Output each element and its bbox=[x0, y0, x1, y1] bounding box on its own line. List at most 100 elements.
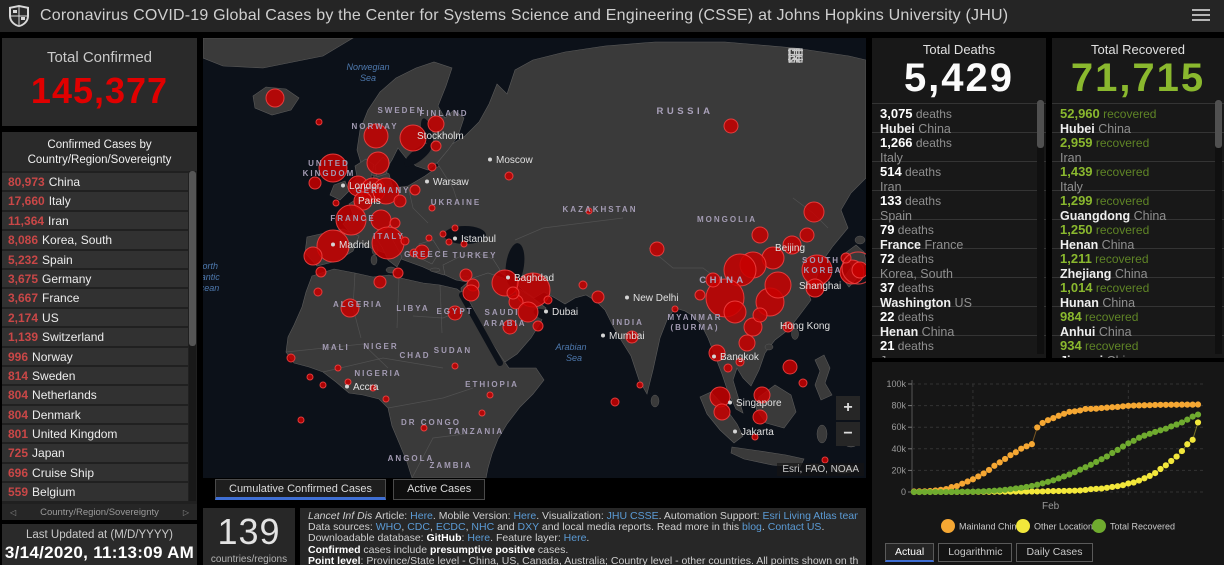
data-point[interactable] bbox=[1114, 403, 1121, 410]
case-bubble[interactable] bbox=[636, 381, 644, 389]
basemap-grid-icon[interactable] bbox=[788, 48, 854, 64]
confirmed-row[interactable]: 8,086 Korea, South bbox=[2, 231, 188, 249]
link[interactable]: Contact US bbox=[767, 522, 822, 534]
case-bubble[interactable] bbox=[340, 298, 360, 318]
case-bubble[interactable] bbox=[414, 244, 430, 260]
case-bubble[interactable] bbox=[430, 140, 442, 152]
tab-actual[interactable]: Actual bbox=[885, 543, 935, 562]
data-point[interactable] bbox=[932, 488, 939, 496]
deaths-rows-row[interactable]: 3,075 deaths Hubei China bbox=[872, 103, 1046, 136]
data-point[interactable] bbox=[1060, 487, 1068, 495]
case-bubble[interactable] bbox=[502, 319, 518, 335]
data-point[interactable] bbox=[1001, 455, 1009, 463]
case-bubble[interactable] bbox=[625, 330, 639, 344]
data-point[interactable] bbox=[1125, 480, 1132, 487]
data-point[interactable] bbox=[921, 488, 928, 496]
data-point[interactable] bbox=[1034, 488, 1041, 495]
case-bubble[interactable] bbox=[306, 373, 314, 381]
link[interactable]: Esri Living Atlas team bbox=[762, 511, 859, 522]
data-point[interactable] bbox=[1039, 480, 1046, 487]
data-point[interactable] bbox=[1119, 443, 1127, 450]
data-point[interactable] bbox=[1098, 404, 1105, 412]
data-point[interactable] bbox=[975, 473, 982, 480]
data-point[interactable] bbox=[1023, 443, 1030, 450]
data-point[interactable] bbox=[1066, 408, 1073, 415]
case-bubble[interactable] bbox=[369, 384, 377, 392]
data-point[interactable] bbox=[1184, 441, 1191, 448]
case-bubble[interactable] bbox=[738, 334, 756, 352]
link[interactable]: ECDC bbox=[435, 522, 466, 534]
data-point[interactable] bbox=[1152, 470, 1159, 477]
case-bubble[interactable] bbox=[506, 286, 520, 300]
recovered-rows-row[interactable]: 2,959 recovered Iran bbox=[1052, 132, 1224, 165]
data-point[interactable] bbox=[1050, 415, 1057, 422]
data-point[interactable] bbox=[1066, 487, 1073, 494]
data-point[interactable] bbox=[1109, 449, 1116, 457]
case-bubble[interactable] bbox=[532, 320, 544, 332]
confirmed-row[interactable]: 2,174 US bbox=[2, 308, 188, 327]
data-point[interactable] bbox=[996, 459, 1003, 466]
data-point[interactable] bbox=[1050, 477, 1057, 484]
case-bubble[interactable] bbox=[591, 290, 605, 304]
case-bubble[interactable] bbox=[400, 236, 410, 246]
confirmed-row[interactable]: 725 Japan bbox=[2, 444, 188, 462]
case-bubble[interactable] bbox=[723, 118, 739, 134]
case-bubble[interactable] bbox=[399, 124, 427, 152]
data-point[interactable] bbox=[1178, 419, 1186, 426]
confirmed-row[interactable]: 696 Cruise Ship bbox=[2, 463, 188, 482]
case-bubble[interactable] bbox=[286, 353, 296, 363]
case-bubble[interactable] bbox=[478, 409, 486, 417]
case-bubble[interactable] bbox=[393, 194, 407, 208]
data-point[interactable] bbox=[1162, 425, 1169, 432]
case-bubble[interactable] bbox=[462, 284, 480, 302]
data-point[interactable] bbox=[991, 462, 998, 469]
data-point[interactable] bbox=[1157, 401, 1164, 408]
deaths-scrollbar[interactable] bbox=[1037, 100, 1044, 354]
case-bubble[interactable] bbox=[344, 378, 352, 386]
data-point[interactable] bbox=[1034, 424, 1041, 431]
data-point[interactable] bbox=[1077, 487, 1084, 494]
link[interactable]: Here bbox=[467, 533, 491, 545]
data-point[interactable] bbox=[926, 488, 934, 496]
case-bubble[interactable] bbox=[420, 424, 428, 432]
data-point[interactable] bbox=[1093, 458, 1100, 466]
data-point[interactable] bbox=[1050, 488, 1057, 495]
data-point[interactable] bbox=[1135, 434, 1143, 441]
recovered-rows-row[interactable]: 1,299 recovered Guangdong China bbox=[1052, 190, 1224, 223]
data-point[interactable] bbox=[1055, 412, 1062, 419]
data-point[interactable] bbox=[1173, 421, 1180, 428]
data-point[interactable] bbox=[1087, 486, 1094, 493]
data-point[interactable] bbox=[1146, 430, 1153, 437]
recovered-rows-row[interactable]: 52,960 recovered Hubei China bbox=[1052, 103, 1224, 136]
data-point[interactable] bbox=[937, 488, 944, 496]
data-point[interactable] bbox=[964, 478, 971, 485]
link[interactable]: NHC bbox=[471, 522, 495, 534]
data-point[interactable] bbox=[1055, 487, 1062, 495]
data-point[interactable] bbox=[1018, 484, 1025, 491]
case-bubble[interactable] bbox=[460, 240, 468, 248]
case-bubble[interactable] bbox=[425, 234, 433, 242]
data-point[interactable] bbox=[1071, 487, 1078, 494]
case-bubble[interactable] bbox=[363, 123, 389, 149]
data-point[interactable] bbox=[1082, 486, 1089, 494]
link[interactable]: Here bbox=[513, 511, 537, 522]
data-point[interactable] bbox=[1044, 478, 1052, 485]
case-bubble[interactable] bbox=[372, 177, 400, 205]
data-point[interactable] bbox=[1130, 437, 1137, 444]
data-point[interactable] bbox=[980, 488, 987, 495]
case-bubble[interactable] bbox=[751, 433, 759, 441]
case-bubble[interactable] bbox=[764, 271, 792, 299]
data-point[interactable] bbox=[1178, 447, 1186, 455]
data-point[interactable] bbox=[1060, 473, 1068, 480]
data-point[interactable] bbox=[1114, 483, 1121, 490]
data-point[interactable] bbox=[1071, 408, 1078, 415]
deaths-scrollbar-thumb[interactable] bbox=[1037, 100, 1044, 148]
data-point[interactable] bbox=[1018, 445, 1025, 452]
data-point[interactable] bbox=[1098, 485, 1105, 492]
pager-prev-icon[interactable]: ◁ bbox=[10, 507, 17, 517]
data-point[interactable] bbox=[1141, 402, 1148, 409]
data-point[interactable] bbox=[1146, 472, 1153, 480]
link[interactable]: DXY bbox=[517, 522, 539, 534]
case-bubble[interactable] bbox=[389, 217, 401, 229]
data-point[interactable] bbox=[1093, 485, 1100, 492]
